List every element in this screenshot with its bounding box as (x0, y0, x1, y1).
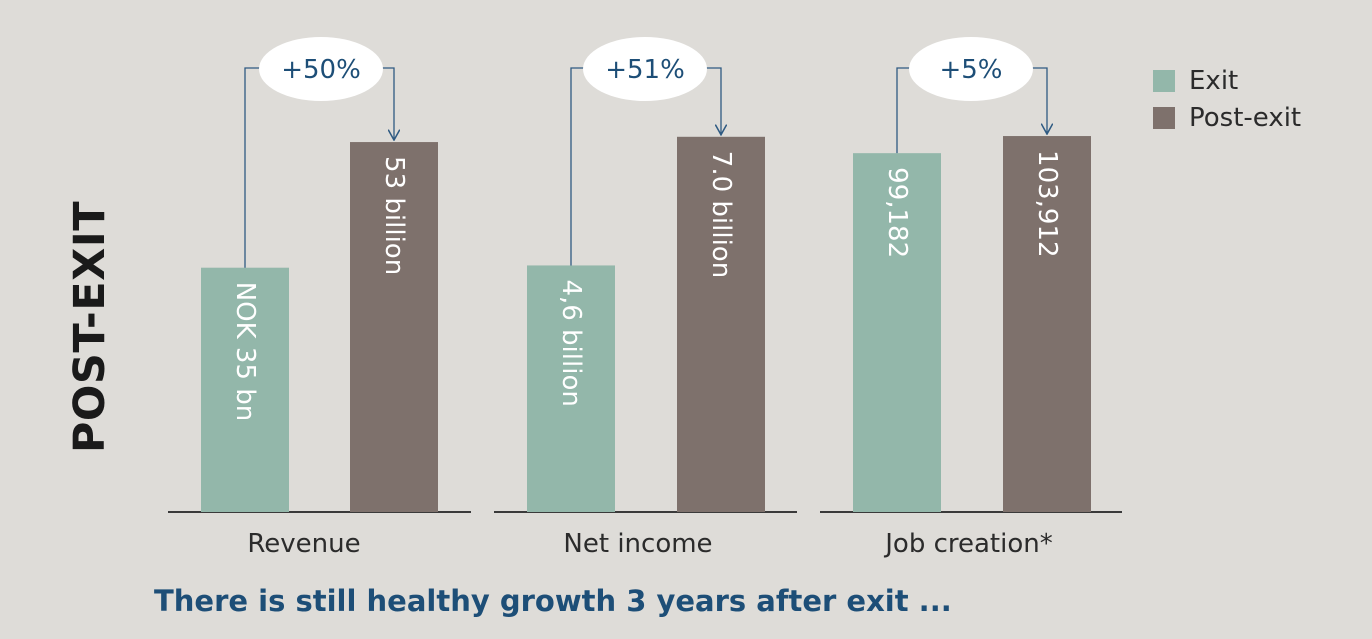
change-label-2: +5% (939, 55, 1002, 85)
change-bubble-1 (583, 37, 707, 101)
category-label-2: Job creation* (883, 529, 1053, 559)
bar-post-exit-1 (677, 136, 765, 513)
category-label-0: Revenue (247, 529, 360, 559)
change-bubble-0 (259, 37, 383, 101)
change-bubble-2 (909, 37, 1033, 101)
bar-group-1: 4,6 billion 7.0 billion +51% Net income (494, 37, 797, 559)
bar-post-exit-2 (1003, 136, 1091, 512)
bar-label-post-exit-2: 103,912 (1032, 150, 1062, 258)
bar-group-2: 99,182 103,912 +5% Job creation* (820, 37, 1122, 559)
legend: Exit Post-exit (1153, 62, 1301, 136)
bar-exit-1 (527, 265, 615, 512)
bar-label-post-exit-1: 7.0 billion (706, 151, 736, 278)
legend-item-post-exit: Post-exit (1153, 99, 1301, 136)
bar-label-exit-2: 99,182 (882, 167, 912, 258)
change-label-0: +50% (281, 55, 361, 85)
bar-label-post-exit-0: 53 billion (379, 156, 409, 275)
bar-post-exit-0 (350, 142, 438, 512)
legend-label-post-exit: Post-exit (1189, 102, 1302, 133)
bar-exit-2 (853, 153, 941, 512)
legend-swatch-post-exit (1153, 106, 1175, 129)
caption: There is still healthy growth 3 years af… (154, 584, 952, 618)
bar-label-exit-1: 4,6 billion (556, 279, 586, 406)
legend-item-exit: Exit (1153, 62, 1301, 99)
legend-swatch-exit (1153, 69, 1175, 92)
bar-group-0: NOK 35 bn 53 billion +50% Revenue (168, 37, 471, 559)
legend-label-exit: Exit (1189, 65, 1239, 96)
bar-label-exit-0: NOK 35 bn (230, 282, 260, 422)
change-label-1: +51% (605, 55, 685, 85)
category-label-1: Net income (563, 529, 712, 559)
bar-exit-0 (201, 267, 289, 512)
